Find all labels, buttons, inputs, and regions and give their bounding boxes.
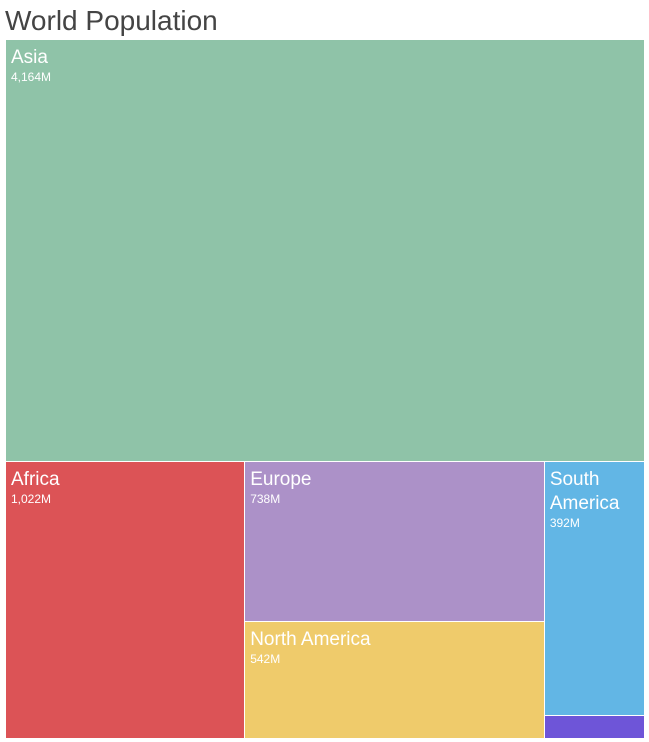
tile-label: Africa 1,022M — [11, 468, 240, 506]
treemap-tile-asia[interactable]: Asia 4,164M — [6, 40, 644, 462]
tile-name: Africa — [11, 469, 60, 491]
tile-value: 542M — [250, 651, 281, 666]
tile-label: North America 542M — [250, 628, 540, 666]
tile-label: Asia 4,164M — [11, 46, 640, 84]
treemap-tile-africa[interactable]: Africa 1,022M — [6, 462, 245, 738]
tile-label: South America 392M — [550, 468, 640, 530]
tile-value: 738M — [250, 492, 281, 507]
tile-name: Asia — [11, 47, 48, 68]
tile-name: South America — [549, 469, 620, 515]
tile-name: North America — [250, 628, 371, 650]
tile-value: 1,022M — [11, 492, 52, 507]
treemap-tile-europe[interactable]: Europe 738M — [245, 462, 544, 621]
treemap-tile-south-america[interactable]: South America 392M — [544, 462, 644, 715]
tile-name: Europe — [250, 469, 312, 491]
treemap-tile-north-america[interactable]: North America 542M — [245, 621, 544, 738]
chart-title: World Population — [5, 5, 218, 36]
tile-value: 392M — [549, 516, 580, 531]
tile-label: Europe 738M — [250, 468, 540, 506]
tile-value: 4,164M — [11, 70, 52, 84]
treemap-tile-other[interactable] — [544, 715, 644, 738]
